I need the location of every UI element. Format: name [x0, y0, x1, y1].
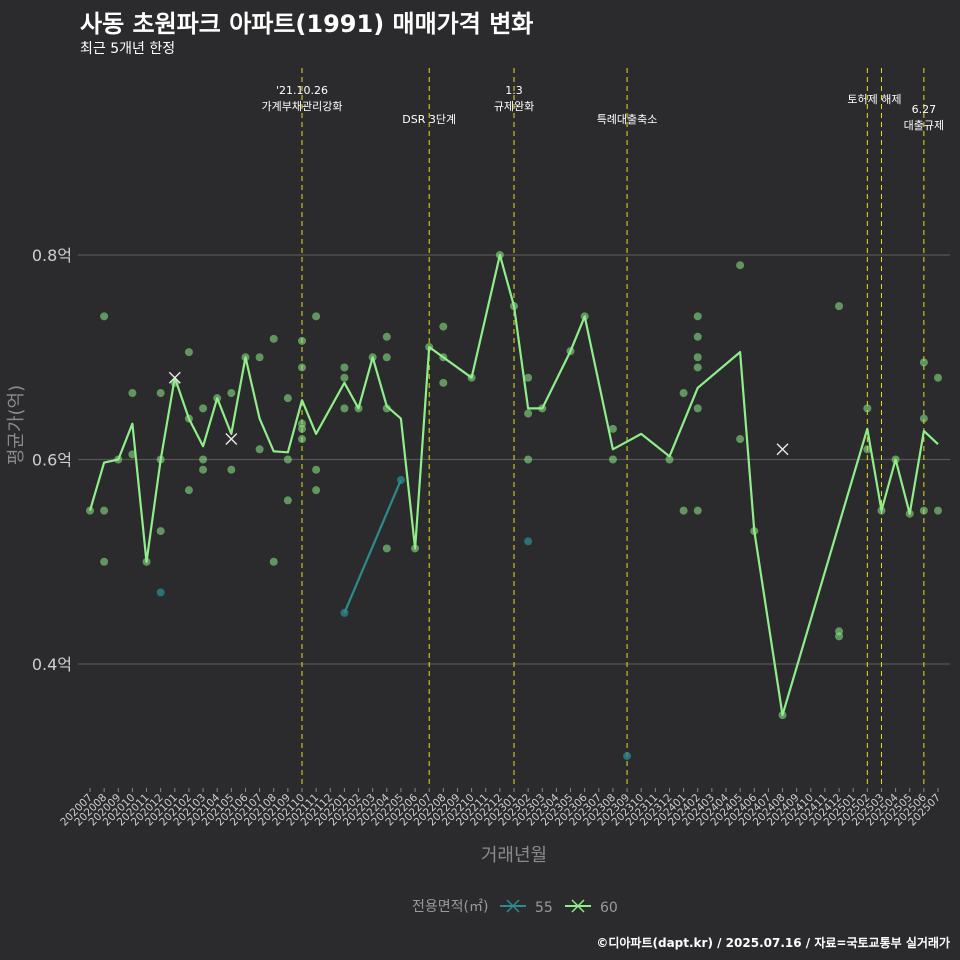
legend-label: 60 [600, 900, 618, 916]
data-point [340, 363, 349, 372]
data-point [100, 312, 109, 321]
data-point [679, 506, 688, 515]
data-point [736, 435, 745, 444]
data-point [227, 465, 236, 474]
y-tick-label: 0.6억 [32, 451, 72, 470]
data-point [298, 424, 306, 433]
data-point [269, 557, 278, 566]
legend-swatch-x [506, 899, 520, 913]
data-point [524, 409, 533, 418]
source-caption: ©디아파트(dapt.kr) / 2025.07.16 / 자료=국토교통부 실… [596, 936, 950, 950]
data-point [199, 455, 208, 464]
legend-swatch-x [571, 899, 585, 913]
event-annotation: 규제완화 [494, 100, 534, 113]
data-point [693, 363, 702, 372]
y-axis-title: 평균가(억) [6, 385, 27, 465]
event-annotation: 6.27 [912, 103, 937, 116]
data-point [312, 312, 321, 321]
event-annotation: '21.10.26 [276, 84, 328, 97]
event-annotation: 가계부채관리강화 [262, 100, 343, 113]
data-point [312, 486, 321, 495]
data-point [524, 373, 533, 382]
data-point [693, 506, 702, 515]
data-point [382, 404, 391, 413]
data-point [269, 334, 278, 343]
data-point [665, 455, 674, 464]
data-point [100, 557, 109, 566]
data-point [439, 378, 448, 387]
data-point [382, 544, 391, 553]
data-point [679, 389, 688, 398]
chart-subtitle: 최근 5개년 한정 [80, 41, 176, 57]
data-point [919, 358, 928, 367]
data-point [693, 312, 702, 321]
data-point [255, 353, 264, 362]
data-point [100, 506, 109, 515]
data-point [298, 363, 306, 372]
data-point [524, 537, 533, 546]
event-annotation: 대출규제 [904, 119, 944, 132]
data-point [736, 261, 745, 270]
data-point [693, 404, 702, 413]
data-point [156, 389, 165, 398]
data-point [382, 332, 391, 341]
data-point [934, 506, 942, 515]
data-point [919, 506, 928, 515]
data-point [283, 394, 292, 403]
data-point [439, 322, 448, 331]
data-point [340, 404, 349, 413]
data-point [693, 353, 702, 362]
legend-title: 전용면적(㎡) [412, 899, 488, 915]
data-point [396, 475, 405, 484]
x-axis-title: 거래년월 [481, 845, 547, 866]
event-annotation: 1.3 [505, 84, 523, 97]
data-point [312, 465, 321, 474]
data-point [199, 404, 208, 413]
series-line [88, 253, 939, 717]
data-point [298, 435, 306, 444]
event-annotation: 특례대출축소 [597, 113, 658, 126]
data-point [919, 414, 928, 423]
y-tick-label: 0.4억 [32, 655, 72, 674]
data-point [283, 496, 292, 505]
data-point [86, 506, 94, 515]
event-annotation: DSR 3단계 [402, 113, 456, 126]
data-point [863, 445, 872, 454]
event-annotation: 토허제 해제 [847, 92, 901, 106]
data-point [283, 455, 292, 464]
data-point [156, 527, 165, 536]
data-point [608, 455, 617, 464]
data-point [128, 389, 137, 398]
chart-title: 사동 초원파크 아파트(1991) 매매가격 변화 [80, 10, 534, 38]
data-point [608, 424, 617, 433]
series-line [343, 479, 402, 614]
data-point [340, 373, 349, 382]
data-point [835, 632, 844, 641]
data-point [863, 404, 872, 413]
data-point [184, 486, 193, 495]
data-point [524, 455, 533, 464]
data-point [623, 752, 632, 761]
cancelled-marker [225, 433, 238, 446]
data-point [835, 302, 844, 311]
legend-label: 55 [535, 900, 553, 916]
data-point [382, 353, 391, 362]
data-point [298, 336, 306, 345]
data-point [934, 373, 942, 382]
data-point [255, 445, 264, 454]
cancelled-marker [168, 371, 181, 384]
y-tick-label: 0.8억 [32, 246, 72, 265]
cancelled-marker [776, 443, 789, 456]
data-point [199, 465, 208, 474]
data-point [693, 332, 702, 341]
data-point [227, 389, 236, 398]
data-point [184, 348, 193, 357]
data-point [156, 588, 165, 597]
